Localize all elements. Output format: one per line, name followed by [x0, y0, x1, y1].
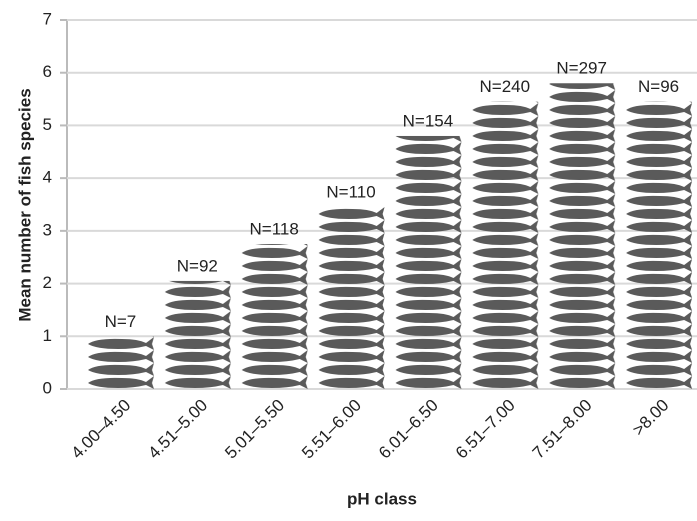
- x-axis-label: pH class: [347, 489, 417, 508]
- y-tick-label: 1: [43, 326, 52, 345]
- bar: [240, 244, 313, 389]
- y-tick-label: 0: [43, 378, 52, 397]
- y-tick-label: 3: [43, 220, 52, 239]
- x-tick-label: 4.51–5.00: [144, 396, 211, 463]
- x-tick-label: 7.51–8.00: [529, 396, 596, 463]
- bar-annotation: N=118: [250, 220, 299, 239]
- y-tick-label: 4: [43, 168, 52, 187]
- bar: [87, 336, 159, 389]
- bar-annotation: N=92: [177, 256, 218, 275]
- bar-annotation: N=7: [105, 312, 137, 331]
- x-tick-label: >8.00: [629, 396, 673, 440]
- bar-annotation: N=96: [638, 77, 679, 96]
- y-tick-label: 2: [43, 273, 52, 292]
- bar-annotation: N=297: [556, 59, 607, 78]
- x-tick-label: 5.01–5.50: [221, 396, 288, 463]
- bar: [625, 101, 697, 389]
- x-tick-label: 6.51–7.00: [452, 396, 519, 463]
- y-tick-label: 7: [43, 9, 52, 28]
- x-tick-label: 5.51–6.00: [298, 396, 365, 463]
- y-tick-label: 5: [43, 115, 52, 134]
- bar: [394, 135, 467, 389]
- bar-annotation: N=154: [403, 111, 454, 130]
- bar: [548, 83, 621, 389]
- x-tick-label: 6.01–6.50: [375, 396, 442, 463]
- bar-annotation: N=110: [326, 183, 375, 202]
- bar: [317, 207, 390, 389]
- bar-annotation: N=240: [480, 77, 531, 96]
- x-tick-label: 4.00–4.50: [68, 396, 135, 463]
- y-axis-label: Mean number of fish species: [15, 88, 34, 321]
- bar: [163, 280, 236, 389]
- y-tick-label: 6: [43, 62, 52, 81]
- bar: [471, 101, 544, 389]
